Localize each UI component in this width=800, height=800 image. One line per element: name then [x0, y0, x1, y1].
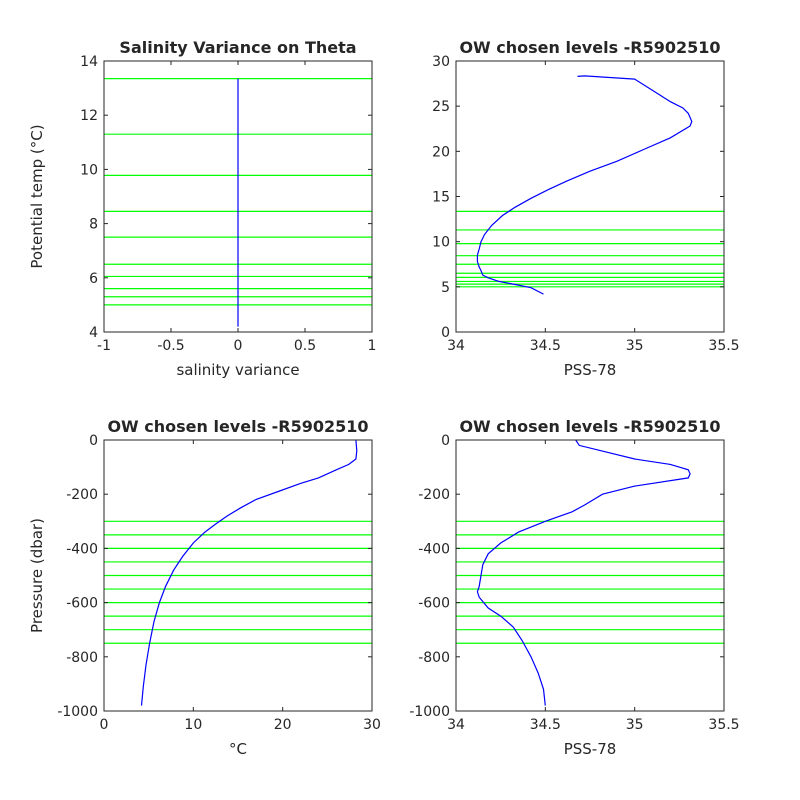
y-tick-label: -600 [66, 596, 98, 612]
x-axis-label: °C [229, 740, 247, 758]
x-tick-label: -0.5 [157, 338, 184, 354]
y-tick-label: -200 [418, 487, 450, 503]
y-axis-label: Pressure (dbar) [28, 518, 46, 633]
y-tick-label: 20 [432, 144, 450, 160]
x-tick-label: 35.5 [708, 338, 739, 354]
y-tick-label: 0 [89, 433, 98, 449]
y-tick-label: -1000 [57, 704, 98, 720]
x-tick-label: 35.5 [708, 717, 739, 733]
profile-line [476, 75, 693, 295]
subplot-4: 34 34.5 35 35.5 -1000 -800 -600 -400 -200 0 OW cho… [409, 417, 739, 758]
y-tick-label: -400 [66, 541, 98, 557]
y-tick-label: 12 [80, 108, 98, 124]
x-tick-label: 35 [626, 338, 644, 354]
y-tick-label: 10 [432, 235, 450, 251]
chart-title: OW chosen levels -R5902510 [459, 417, 720, 436]
subplot-3: 0 10 20 30 -1000 -800 -600 -400 -200 0 OW chosen l… [28, 417, 381, 758]
y-tick-label: 15 [432, 190, 450, 206]
chart-title: OW chosen levels -R5902510 [459, 38, 720, 57]
y-tick-label: 5 [441, 280, 450, 296]
x-tick-label: -1 [97, 338, 111, 354]
x-tick-label: 34 [447, 338, 465, 354]
x-tick-label: 0.5 [294, 338, 316, 354]
y-tick-label: 25 [432, 99, 450, 115]
x-tick-label: 34 [447, 717, 465, 733]
y-tick-label: -200 [66, 487, 98, 503]
x-axis-label: PSS-78 [564, 740, 617, 758]
x-tick-label: 34.5 [530, 717, 561, 733]
plot-area [456, 61, 724, 332]
y-tick-label: 14 [80, 54, 98, 70]
x-axis-label: salinity variance [176, 361, 299, 379]
y-tick-label: 30 [432, 54, 450, 70]
y-tick-label: -400 [418, 541, 450, 557]
chart-title: OW chosen levels -R5902510 [107, 417, 368, 436]
y-tick-label: 0 [441, 325, 450, 341]
axes-frame [455, 439, 725, 712]
x-axis-label: PSS-78 [564, 361, 617, 379]
chart-title: Salinity Variance on Theta [119, 38, 356, 57]
x-tick-label: 30 [363, 717, 381, 733]
y-tick-label: -1000 [409, 704, 450, 720]
y-tick-label: 4 [89, 325, 98, 341]
y-tick-label: 0 [441, 433, 450, 449]
subplot-2: 34 34.5 35 35.5 0 5 10 15 20 25 30 OW chosen levels… [432, 38, 739, 379]
profile-line [476, 439, 691, 706]
x-tick-label: 0 [234, 338, 243, 354]
y-axis-label: Potential temp (°C) [28, 124, 46, 268]
x-tick-label: 10 [184, 717, 202, 733]
x-tick-label: 20 [274, 717, 292, 733]
y-tick-label: 8 [89, 217, 98, 233]
x-tick-label: 35 [626, 717, 644, 733]
x-tick-label: 0 [100, 717, 109, 733]
y-tick-label: -800 [66, 650, 98, 666]
axes-frame [103, 439, 373, 712]
y-tick-label: 6 [89, 271, 98, 287]
y-tick-label: 10 [80, 162, 98, 178]
x-tick-label: 1 [368, 338, 377, 354]
profile-line [140, 439, 358, 706]
y-tick-label: -600 [418, 596, 450, 612]
x-tick-label: 34.5 [530, 338, 561, 354]
y-tick-label: -800 [418, 650, 450, 666]
